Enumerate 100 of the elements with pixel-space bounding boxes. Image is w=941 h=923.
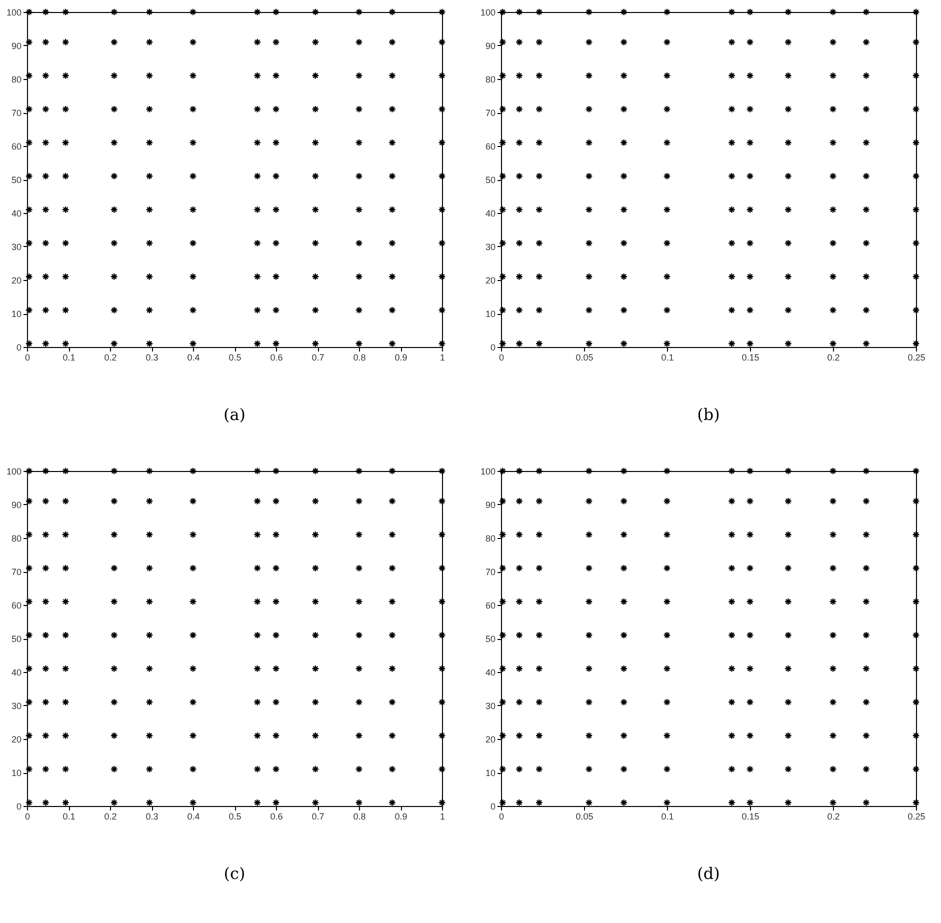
point bbox=[663, 467, 671, 475]
point bbox=[829, 306, 837, 314]
point bbox=[355, 467, 363, 475]
point bbox=[254, 306, 262, 314]
point bbox=[912, 306, 920, 314]
point bbox=[146, 206, 154, 214]
point bbox=[25, 598, 33, 606]
point bbox=[516, 732, 524, 740]
point bbox=[535, 340, 543, 348]
point bbox=[312, 664, 320, 672]
point bbox=[438, 631, 446, 639]
point bbox=[254, 8, 262, 16]
point bbox=[663, 340, 671, 348]
point bbox=[585, 272, 593, 280]
point bbox=[620, 8, 628, 16]
point bbox=[829, 497, 837, 505]
point bbox=[146, 698, 154, 706]
y-tick-label: 10 bbox=[485, 768, 496, 778]
point bbox=[516, 105, 524, 113]
point bbox=[746, 530, 754, 538]
point bbox=[498, 698, 506, 706]
point bbox=[42, 172, 50, 180]
point bbox=[498, 664, 506, 672]
point bbox=[585, 206, 593, 214]
point bbox=[535, 631, 543, 639]
point bbox=[784, 172, 792, 180]
point bbox=[272, 698, 280, 706]
point bbox=[355, 172, 363, 180]
point bbox=[746, 272, 754, 280]
point bbox=[535, 72, 543, 80]
point bbox=[388, 664, 396, 672]
point bbox=[25, 72, 33, 80]
point bbox=[189, 497, 197, 505]
point bbox=[110, 272, 118, 280]
point bbox=[620, 72, 628, 80]
point bbox=[254, 206, 262, 214]
point bbox=[535, 732, 543, 740]
point bbox=[42, 798, 50, 806]
point bbox=[438, 497, 446, 505]
point bbox=[516, 598, 524, 606]
point bbox=[25, 239, 33, 247]
point bbox=[784, 798, 792, 806]
point bbox=[535, 306, 543, 314]
point bbox=[912, 564, 920, 572]
point bbox=[912, 272, 920, 280]
point bbox=[146, 765, 154, 773]
point bbox=[25, 306, 33, 314]
point bbox=[312, 272, 320, 280]
point bbox=[516, 172, 524, 180]
point bbox=[189, 530, 197, 538]
point bbox=[42, 598, 50, 606]
point bbox=[355, 272, 363, 280]
x-tick-label: 0 bbox=[498, 812, 504, 822]
point bbox=[585, 306, 593, 314]
point bbox=[498, 8, 506, 16]
point bbox=[42, 467, 50, 475]
point bbox=[728, 239, 736, 247]
y-tick-label: 60 bbox=[11, 142, 22, 152]
point bbox=[25, 698, 33, 706]
point bbox=[728, 732, 736, 740]
point bbox=[829, 631, 837, 639]
point bbox=[663, 272, 671, 280]
point bbox=[62, 467, 70, 475]
x-tick-label: 0.4 bbox=[187, 352, 200, 362]
point bbox=[620, 765, 628, 773]
point bbox=[254, 467, 262, 475]
point bbox=[516, 306, 524, 314]
point bbox=[355, 564, 363, 572]
point bbox=[585, 798, 593, 806]
point bbox=[312, 765, 320, 773]
point bbox=[535, 105, 543, 113]
point bbox=[146, 138, 154, 146]
point bbox=[42, 631, 50, 639]
x-tick-label: 0.2 bbox=[104, 352, 117, 362]
point bbox=[535, 272, 543, 280]
point bbox=[829, 172, 837, 180]
point bbox=[912, 698, 920, 706]
point bbox=[620, 272, 628, 280]
point bbox=[585, 598, 593, 606]
point bbox=[189, 239, 197, 247]
y-tick-label: 100 bbox=[6, 466, 22, 476]
y-tick-label: 40 bbox=[11, 668, 22, 678]
point bbox=[746, 631, 754, 639]
point bbox=[746, 765, 754, 773]
x-tick-label: 0.1 bbox=[661, 812, 674, 822]
point bbox=[862, 798, 870, 806]
point bbox=[146, 172, 154, 180]
point bbox=[312, 530, 320, 538]
point bbox=[746, 72, 754, 80]
y-tick-label: 90 bbox=[485, 41, 496, 51]
point bbox=[42, 765, 50, 773]
point bbox=[25, 138, 33, 146]
point bbox=[663, 105, 671, 113]
point bbox=[498, 497, 506, 505]
point bbox=[312, 467, 320, 475]
point bbox=[62, 72, 70, 80]
point bbox=[784, 765, 792, 773]
y-tick-label: 0 bbox=[490, 342, 496, 352]
point bbox=[254, 172, 262, 180]
point bbox=[42, 72, 50, 80]
